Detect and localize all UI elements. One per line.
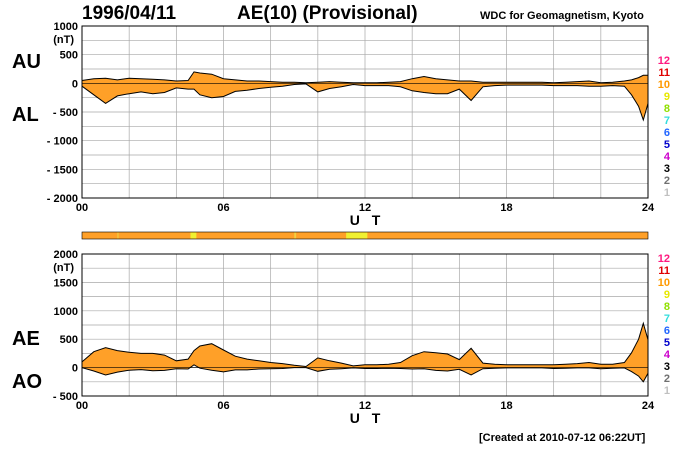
data-quality-segment <box>117 232 119 239</box>
series-line-ae <box>81 321 649 368</box>
plot-frame <box>81 25 649 199</box>
legend-item-3: 3 <box>663 163 670 175</box>
x-axis-title: U T <box>350 410 385 426</box>
y-tick-label: 1000 <box>54 21 78 33</box>
series-line-au <box>81 71 648 84</box>
data-quality-segment <box>190 232 197 239</box>
x-tick-label: 12 <box>359 202 371 214</box>
y-tick-label: 1000 <box>54 306 78 318</box>
station-count-legend-bottom: 12 11 10 9 8 7 6 5 4 3 2 1 <box>648 253 670 397</box>
legend-item-2: 2 <box>663 373 670 385</box>
y-tick-label: 500 <box>60 50 78 62</box>
y-tick-label: - 500 <box>53 391 78 403</box>
legend-item-6: 6 <box>663 127 670 139</box>
chart-date: 1996/04/11 <box>82 3 177 24</box>
series-line-ao <box>81 364 649 383</box>
legend-item-7: 7 <box>663 115 670 127</box>
y-tick-label: - 1000 <box>47 136 78 148</box>
ao-label: AO <box>12 371 42 393</box>
legend-item-11: 11 <box>658 67 670 79</box>
y-tick-label: 500 <box>60 334 78 346</box>
legend-item-9: 9 <box>663 91 670 103</box>
au-label: AU <box>12 51 41 73</box>
legend-item-4: 4 <box>663 151 670 163</box>
data-source: WDC for Geomagnetism, Kyoto <box>480 10 644 22</box>
legend-item-5: 5 <box>663 337 670 349</box>
y-tick-label: 2000 <box>54 249 78 261</box>
band-fill-ae-ao <box>82 323 648 382</box>
legend-item-10: 10 <box>657 79 670 91</box>
x-tick-label: 24 <box>642 400 655 412</box>
y-axis-unit: (nT) <box>53 262 74 274</box>
legend-item-8: 8 <box>663 103 670 115</box>
legend-item-10: 10 <box>657 277 670 289</box>
x-tick-label: 00 <box>76 202 88 214</box>
legend-item-5: 5 <box>663 139 670 151</box>
x-tick-label: 00 <box>76 400 88 412</box>
legend-item-9: 9 <box>663 289 670 301</box>
band-fill-au-al <box>82 71 648 120</box>
x-tick-label: 06 <box>217 400 229 412</box>
ae-label: AE <box>12 328 40 350</box>
y-tick-label: 0 <box>72 363 78 375</box>
y-tick-label: - 2000 <box>47 193 78 205</box>
x-tick-label: 18 <box>500 202 512 214</box>
legend-item-2: 2 <box>663 175 670 187</box>
legend-item-11: 11 <box>658 265 670 277</box>
y-tick-label: 0 <box>72 78 78 90</box>
legend-item-12: 12 <box>657 253 670 265</box>
data-quality-segment <box>346 232 368 239</box>
data-quality-segment <box>294 232 297 239</box>
y-tick-label: - 1500 <box>47 164 78 176</box>
x-tick-label: 06 <box>217 202 229 214</box>
legend-item-6: 6 <box>663 325 670 337</box>
x-tick-label: 18 <box>500 400 512 412</box>
legend-item-8: 8 <box>663 301 670 313</box>
created-timestamp: [Created at 2010-07-12 06:22UT] <box>479 432 646 444</box>
legend-item-4: 4 <box>663 349 670 361</box>
x-tick-label: 12 <box>359 400 371 412</box>
chart-title: AE(10) (Provisional) <box>237 3 418 24</box>
x-tick-label: 24 <box>642 202 655 214</box>
legend-item-7: 7 <box>663 313 670 325</box>
x-axis-title: U T <box>350 212 385 228</box>
y-tick-label: 1500 <box>54 277 78 289</box>
plot-frame <box>81 253 649 397</box>
legend-item-1: 1 <box>663 187 670 199</box>
legend-item-12: 12 <box>657 55 670 67</box>
al-label: AL <box>12 104 39 126</box>
y-axis-unit: (nT) <box>53 34 74 46</box>
legend-item-3: 3 <box>663 361 670 373</box>
series-line-al <box>81 83 649 122</box>
legend-item-1: 1 <box>663 385 670 397</box>
y-tick-label: - 500 <box>53 107 78 119</box>
station-count-legend-top: 12 11 10 9 8 7 6 5 4 3 2 1 <box>648 55 670 199</box>
